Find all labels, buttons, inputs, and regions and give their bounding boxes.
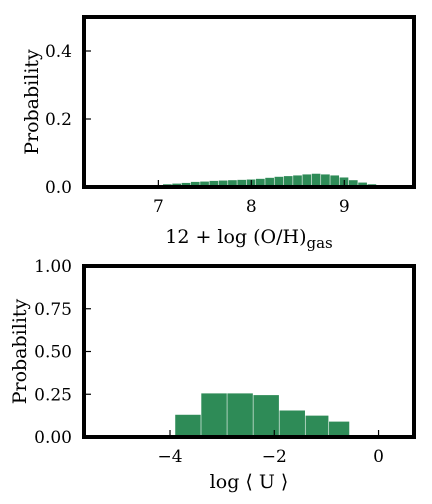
ionization-bar-3 [253, 395, 279, 437]
metallicity-bars [153, 173, 386, 187]
ionization-histogram-panel: −4 −2 0 0.00 0.25 0.50 0.75 1.00 log ⟨ U ⟩ Prob… [9, 257, 416, 493]
metallicity-bar-19 [330, 175, 340, 187]
ionization-bars [175, 393, 350, 438]
ionization-bar-6 [329, 421, 350, 437]
metallicity-bar-13 [274, 176, 284, 187]
ionization-y-axis-label: Probability [9, 298, 31, 404]
metallicity-bar-4 [190, 181, 200, 187]
ionization-x-tick-label-1: −2 [262, 447, 287, 467]
metallicity-bar-16 [302, 174, 312, 187]
ionization-y-tick-label-4: 1.00 [34, 257, 72, 277]
ionization-ticks: −4 −2 0 0.00 0.25 0.50 0.75 1.00 [34, 257, 384, 467]
ionization-bar-4 [279, 410, 305, 437]
ionization-y-tick-label-3: 0.75 [34, 300, 72, 320]
metallicity-bar-12 [265, 177, 274, 187]
ionization-bar-0 [175, 414, 201, 437]
ionization-y-tick-label-1: 0.25 [34, 385, 72, 405]
ionization-bar-1 [201, 393, 227, 437]
metallicity-x-axis-label-main: 12 + log (O/H) [165, 226, 306, 248]
metallicity-x-tick-label-1: 8 [246, 197, 257, 217]
ionization-x-axis-label: log ⟨ U ⟩ [210, 471, 289, 493]
metallicity-bar-18 [321, 174, 330, 187]
ionization-bar-2 [227, 393, 253, 437]
metallicity-bar-9 [237, 179, 247, 187]
metallicity-bar-21 [348, 180, 358, 187]
metallicity-x-axis-label-subscript: gas [307, 234, 333, 252]
ionization-bar-5 [305, 415, 329, 438]
metallicity-bar-15 [293, 175, 302, 187]
metallicity-plot-frame [82, 15, 416, 189]
metallicity-histogram-panel: 7 8 9 0.0 0.2 0.4 12 + log (O/H)gas Probabili… [21, 15, 416, 252]
metallicity-y-tick-label-1: 0.2 [45, 110, 72, 130]
metallicity-bar-11 [255, 178, 265, 187]
ionization-y-tick-label-0: 0.00 [34, 428, 72, 448]
ionization-x-tick-label-0: −4 [157, 447, 182, 467]
ionization-y-tick-label-2: 0.50 [34, 343, 72, 363]
metallicity-bar-6 [209, 180, 219, 187]
metallicity-y-axis-label: Probability [21, 49, 43, 155]
metallicity-y-tick-label-0: 0.0 [45, 178, 72, 198]
metallicity-bar-5 [200, 181, 209, 187]
metallicity-x-tick-label-0: 7 [153, 197, 164, 217]
metallicity-y-tick-label-2: 0.4 [45, 42, 72, 62]
metallicity-x-axis-label: 12 + log (O/H)gas [165, 226, 333, 252]
metallicity-x-tick-label-2: 9 [339, 197, 350, 217]
metallicity-bar-3 [181, 182, 191, 187]
metallicity-bar-17 [311, 173, 321, 187]
metallicity-bar-8 [228, 180, 237, 187]
metallicity-bar-14 [283, 176, 293, 187]
ionization-x-tick-label-2: 0 [373, 447, 384, 467]
metallicity-ticks: 7 8 9 0.0 0.2 0.4 [45, 42, 350, 217]
metallicity-bar-22 [358, 182, 367, 187]
metallicity-bar-7 [218, 180, 228, 187]
